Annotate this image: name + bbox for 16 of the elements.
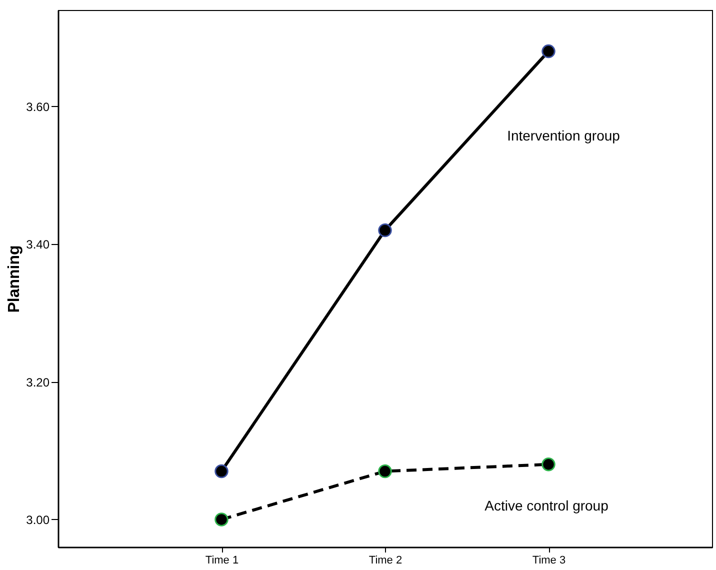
y-tick-label: 3.60 <box>26 100 50 114</box>
point <box>378 223 392 238</box>
text: Active control group <box>484 497 609 514</box>
x-tick-label: Time 2 <box>368 554 402 566</box>
y-tick-label: 3.20 <box>26 375 50 390</box>
y-tick-label: 3.00 <box>26 512 50 527</box>
point <box>214 512 228 526</box>
x-tick-label: Time 3 <box>532 554 566 566</box>
point <box>542 458 556 472</box>
point <box>542 44 556 58</box>
series-label: Intervention group <box>507 127 620 144</box>
y-axis-title: Planning <box>6 245 24 313</box>
y-tick-label: 3.40 <box>26 238 50 252</box>
x-tick-label: Time 1 <box>205 554 239 566</box>
point <box>378 464 392 478</box>
point <box>214 464 228 478</box>
